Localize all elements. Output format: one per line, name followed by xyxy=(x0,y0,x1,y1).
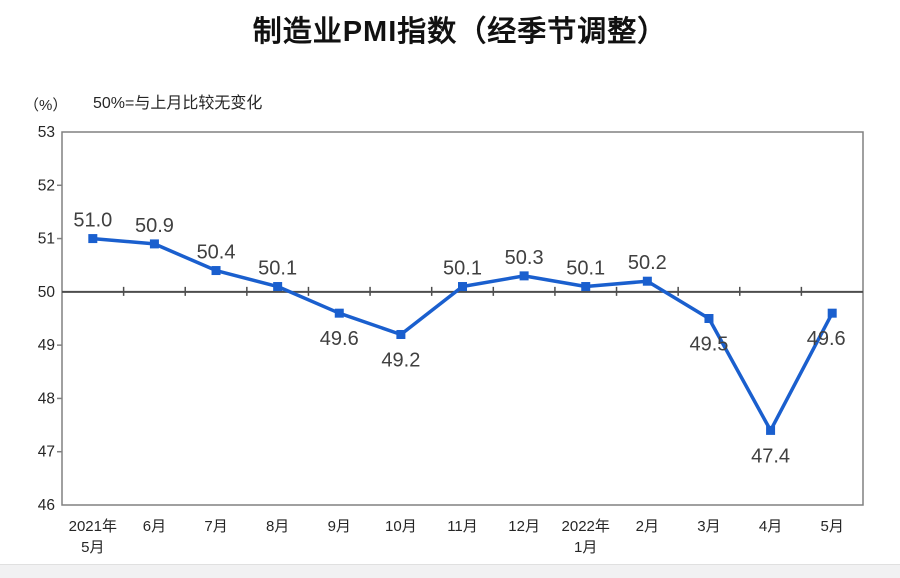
x-axis-tick-label: 5月 xyxy=(821,518,844,535)
x-axis-tick-label: 1月 xyxy=(574,539,597,556)
data-point-marker xyxy=(88,234,98,244)
data-point-marker xyxy=(704,314,714,323)
data-point-marker xyxy=(273,282,283,292)
y-axis-unit-label: （%） xyxy=(24,97,68,114)
y-axis-tick-label: 47 xyxy=(38,444,55,461)
plot-frame xyxy=(61,131,864,506)
data-point-marker xyxy=(396,329,406,339)
data-point-label: 50.9 xyxy=(135,215,174,237)
y-axis-tick-label: 50 xyxy=(38,284,56,301)
data-point-marker xyxy=(458,282,467,292)
data-point-label: 49.6 xyxy=(320,328,359,350)
data-point-marker xyxy=(581,282,591,292)
y-axis-tick-label: 49 xyxy=(38,337,55,354)
y-axis-tick-label: 53 xyxy=(38,124,55,141)
reference-line-note: 50%=与上月比较无变化 xyxy=(93,95,263,112)
data-point-marker xyxy=(334,308,344,318)
data-point-label: 50.1 xyxy=(258,258,297,280)
data-point-marker xyxy=(642,276,652,286)
x-axis-tick-label: 3月 xyxy=(697,518,720,535)
data-point-label: 51.0 xyxy=(73,210,112,232)
x-axis-tick-label: 2021年 xyxy=(69,518,117,535)
data-point-label: 50.4 xyxy=(197,242,236,264)
y-axis-tick-label: 46 xyxy=(38,497,55,514)
data-point-marker xyxy=(211,266,221,276)
data-point-label: 50.3 xyxy=(505,247,544,269)
chart-title: 制造业PMI指数（经季节调整） xyxy=(252,16,668,48)
x-axis-tick-label: 11月 xyxy=(447,518,478,535)
x-axis-tick-label: 9月 xyxy=(328,518,351,535)
data-point-label: 49.6 xyxy=(807,328,846,350)
data-point-label: 49.5 xyxy=(689,334,728,356)
x-axis-tick-label: 10月 xyxy=(385,518,417,535)
x-axis-tick-label: 5月 xyxy=(81,539,104,556)
x-axis-tick-label: 6月 xyxy=(143,518,166,535)
data-point-label: 49.2 xyxy=(381,349,420,371)
y-axis-tick-label: 48 xyxy=(38,390,55,407)
data-point-label: 47.4 xyxy=(751,445,790,467)
data-point-label: 50.1 xyxy=(566,258,605,280)
y-axis-tick-label: 52 xyxy=(38,177,55,194)
x-axis-tick-label: 2月 xyxy=(636,518,659,535)
data-point-marker xyxy=(827,308,837,318)
x-axis-tick-label: 4月 xyxy=(759,518,782,535)
data-point-label: 50.2 xyxy=(628,252,667,274)
data-point-marker xyxy=(149,239,159,249)
data-point-marker xyxy=(519,271,529,281)
x-axis-tick-label: 8月 xyxy=(266,518,289,535)
x-axis-tick-label: 7月 xyxy=(204,518,227,535)
x-axis-tick-label: 12月 xyxy=(508,518,540,535)
bottom-scrollbar-track xyxy=(0,564,900,578)
x-axis-tick-label: 2022年 xyxy=(562,518,610,535)
data-point-label: 50.1 xyxy=(443,258,482,280)
y-axis-tick-label: 51 xyxy=(38,231,55,248)
data-point-marker xyxy=(766,425,776,435)
